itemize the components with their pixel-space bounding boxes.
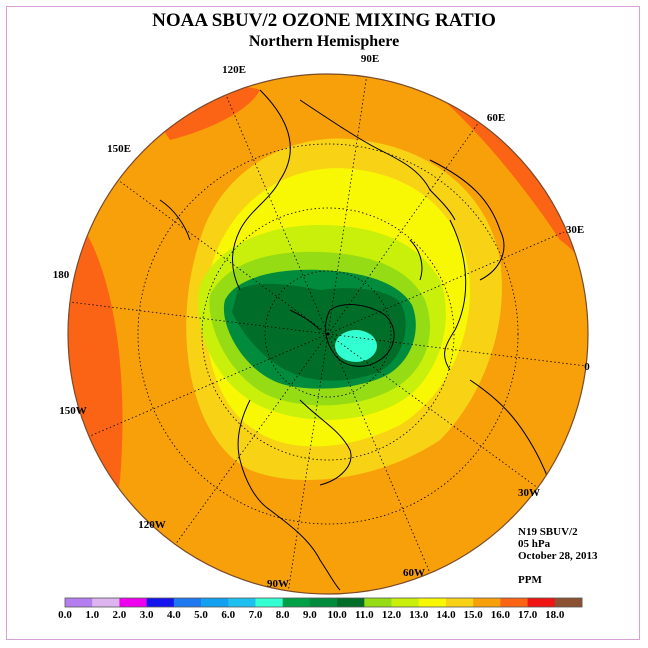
colorbar-tick-label: 9.0 xyxy=(303,609,317,621)
colorbar-tick-label: 6.0 xyxy=(221,609,235,621)
colorbar-swatch xyxy=(527,598,556,607)
lon-label: 90W xyxy=(267,578,289,590)
colorbar-tick-label: 3.0 xyxy=(140,609,154,621)
colorbar-swatch xyxy=(309,598,338,607)
colorbar-swatch xyxy=(282,598,311,607)
colorbar-swatch xyxy=(445,598,474,607)
colorbar-tick-label: 16.0 xyxy=(491,609,511,621)
lon-label: 30E xyxy=(566,224,584,236)
colorbar-swatch xyxy=(255,598,283,607)
colorbar-tick-label: 7.0 xyxy=(249,609,263,621)
colorbar-tick-label: 18.0 xyxy=(545,609,565,621)
colorbar-swatch xyxy=(119,598,147,607)
instrument-label: N19 SBUV/2 xyxy=(518,526,578,538)
colorbar-swatch xyxy=(173,598,202,607)
lon-label: 30W xyxy=(518,487,540,499)
page-frame xyxy=(6,6,640,640)
lon-label: 150W xyxy=(59,405,87,417)
coastlines xyxy=(159,89,558,591)
units-label: PPM xyxy=(518,574,542,586)
colorbar-tick-label: 11.0 xyxy=(355,609,374,621)
map-title: NOAA SBUV/2 OZONE MIXING RATIO xyxy=(152,10,496,31)
colorbar-swatch xyxy=(473,598,501,607)
colorbar: 0.0 1.0 2.0 3.0 4.0 5.0 6.0 7.0 8.0 9.0 10.0 11.0 12… xyxy=(58,597,583,621)
map-boundary xyxy=(67,73,589,595)
colorbar-swatch xyxy=(201,598,229,607)
colorbar-tick-label: 2.0 xyxy=(113,609,127,621)
date-label: October 28, 2013 xyxy=(518,550,598,562)
level-label: 05 hPa xyxy=(518,538,551,550)
lon-label: 180 xyxy=(53,269,70,281)
colorbar-swatch xyxy=(228,598,256,607)
lon-label: 90E xyxy=(361,53,379,65)
colorbar-tick-label: 5.0 xyxy=(194,609,208,621)
colorbar-swatch xyxy=(337,598,365,607)
colorbar-border xyxy=(64,597,583,608)
lon-label: 120E xyxy=(222,64,246,76)
colorbar-tick-label: 12.0 xyxy=(382,609,402,621)
lon-label: 60E xyxy=(487,112,505,124)
lon-label: 120W xyxy=(138,519,166,531)
colorbar-swatch xyxy=(65,598,93,607)
map-subtitle: Northern Hemisphere xyxy=(249,33,399,50)
lon-label: 0 xyxy=(584,361,590,373)
colorbar-tick-label: 8.0 xyxy=(276,609,290,621)
ozone-field-7 xyxy=(335,330,377,362)
longitude-labels: 90E 60E 30E 0 30W 60W 90W 120W 150W 180 … xyxy=(53,53,591,590)
colorbar-tick-label: 0.0 xyxy=(58,609,72,621)
colorbar-swatch xyxy=(500,598,528,607)
lon-label: 150E xyxy=(107,143,131,155)
colorbar-swatch xyxy=(146,598,175,607)
lon-label: 60W xyxy=(403,567,425,579)
colorbar-swatch xyxy=(364,598,392,607)
colorbar-tick-label: 15.0 xyxy=(464,609,484,621)
graticule xyxy=(69,74,587,594)
colorbar-swatch xyxy=(554,598,583,607)
colorbar-tick-label: 1.0 xyxy=(85,609,99,621)
polar-map xyxy=(68,74,588,594)
colorbar-tick-label: 14.0 xyxy=(436,609,456,621)
colorbar-tick-label: 10.0 xyxy=(327,609,347,621)
colorbar-swatch xyxy=(92,598,120,607)
colorbar-tick-label: 13.0 xyxy=(409,609,429,621)
colorbar-tick-label: 4.0 xyxy=(167,609,181,621)
info-block: N19 SBUV/2 05 hPa October 28, 2013 PPM xyxy=(518,526,598,586)
colorbar-swatch xyxy=(418,598,447,607)
colorbar-swatch xyxy=(391,598,420,607)
colorbar-tick-label: 17.0 xyxy=(518,609,538,621)
